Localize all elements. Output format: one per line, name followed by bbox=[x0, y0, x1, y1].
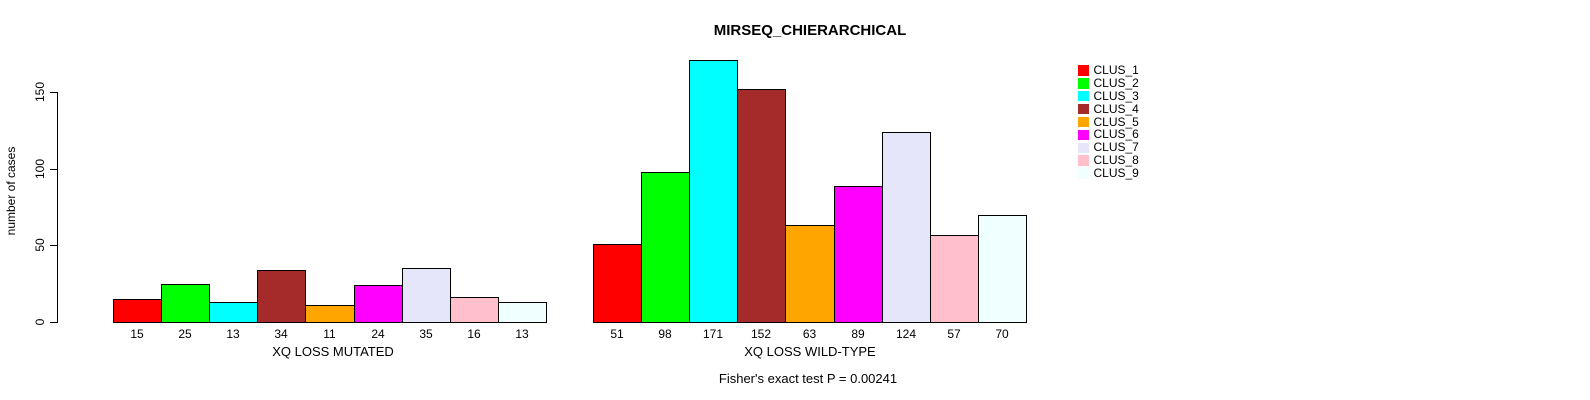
bar-clus_3-group0 bbox=[209, 302, 258, 323]
y-axis-tick bbox=[50, 169, 57, 170]
bar-value-label: 152 bbox=[750, 327, 772, 341]
bar-value-label: 35 bbox=[419, 327, 433, 341]
y-axis-tick bbox=[50, 322, 57, 323]
bar-clus_2-group0 bbox=[161, 284, 210, 323]
legend-label: CLUS_1 bbox=[1093, 63, 1139, 77]
legend-swatch bbox=[1078, 103, 1089, 115]
legend-swatch bbox=[1078, 168, 1089, 179]
y-axis-tick bbox=[50, 245, 57, 246]
bar-value-label: 51 bbox=[610, 327, 624, 341]
bar-clus_5-group1 bbox=[785, 225, 835, 323]
bar-value-label: 89 bbox=[851, 327, 865, 341]
bar-value-label: 98 bbox=[658, 327, 672, 341]
legend-label: CLUS_4 bbox=[1093, 101, 1139, 116]
legend-item-clus_3: CLUS_3 bbox=[1078, 88, 1139, 103]
bar-clus_3-group1 bbox=[689, 60, 738, 323]
bar-clus_4-group0 bbox=[257, 270, 306, 323]
legend-swatch bbox=[1078, 90, 1089, 102]
bar-value-label: 25 bbox=[178, 327, 192, 341]
legend-swatch bbox=[1078, 129, 1089, 141]
legend-label: CLUS_7 bbox=[1093, 140, 1139, 155]
fisher-test-note: Fisher's exact test P = 0.00241 bbox=[718, 371, 898, 386]
x-axis-label-mutated: XQ LOSS MUTATED bbox=[272, 344, 394, 359]
bar-clus_9-group0 bbox=[498, 302, 547, 323]
legend-item-clus_9: CLUS_9 bbox=[1078, 167, 1139, 180]
legend-label: CLUS_5 bbox=[1093, 114, 1139, 129]
bar-value-label: 24 bbox=[371, 327, 385, 341]
legend-swatch bbox=[1078, 116, 1089, 128]
bar-value-label: 11 bbox=[323, 327, 336, 341]
bar-clus_2-group1 bbox=[641, 172, 690, 323]
bar-value-label: 57 bbox=[947, 327, 961, 341]
bar-clus_8-group0 bbox=[450, 297, 499, 323]
y-axis-tick-label: 150 bbox=[33, 81, 47, 103]
legend-item-clus_4: CLUS_4 bbox=[1078, 101, 1139, 116]
legend-swatch bbox=[1078, 155, 1089, 166]
legend: CLUS_1 CLUS_2 CLUS_3 CLUS_4 CLUS_5 CLUS_6 CLUS… bbox=[1078, 64, 1139, 180]
bar-clus_1-group0 bbox=[113, 299, 162, 323]
bar-clus_9-group1 bbox=[978, 215, 1027, 323]
bar-value-label: 70 bbox=[995, 327, 1009, 341]
legend-label: CLUS_8 bbox=[1093, 153, 1139, 168]
y-axis-tick-label: 50 bbox=[33, 238, 47, 252]
legend-swatch bbox=[1078, 78, 1089, 89]
bar-clus_1-group1 bbox=[593, 244, 642, 323]
bar-clus_6-group0 bbox=[354, 285, 403, 323]
y-axis-tick-label: 100 bbox=[33, 158, 47, 180]
bar-clus_5-group0 bbox=[305, 305, 355, 323]
legend-item-clus_1: CLUS_1 bbox=[1078, 64, 1139, 77]
bar-value-label: 15 bbox=[130, 327, 144, 341]
y-axis-tick bbox=[50, 92, 57, 93]
legend-label: CLUS_9 bbox=[1093, 166, 1139, 181]
bar-value-label: 124 bbox=[895, 327, 917, 341]
bar-clus_7-group0 bbox=[402, 268, 451, 323]
y-axis-tick-label: 0 bbox=[33, 318, 47, 326]
bar-value-label: 171 bbox=[702, 327, 724, 341]
legend-label: CLUS_6 bbox=[1093, 127, 1139, 142]
legend-swatch bbox=[1078, 142, 1089, 154]
y-axis-line bbox=[57, 92, 58, 323]
legend-item-clus_5: CLUS_5 bbox=[1078, 114, 1139, 129]
legend-label: CLUS_2 bbox=[1093, 75, 1139, 90]
legend-item-clus_8: CLUS_8 bbox=[1078, 154, 1139, 167]
bar-value-label: 13 bbox=[226, 327, 240, 341]
bar-value-label: 34 bbox=[274, 327, 288, 341]
bar-clus_6-group1 bbox=[834, 186, 883, 323]
legend-label: CLUS_3 bbox=[1093, 88, 1139, 103]
chart-title: MIRSEQ_CHIERARCHICAL bbox=[713, 22, 907, 39]
y-axis-label: number of cases bbox=[4, 146, 18, 236]
legend-item-clus_6: CLUS_6 bbox=[1078, 128, 1139, 141]
bar-value-label: 13 bbox=[515, 327, 529, 341]
legend-item-clus_2: CLUS_2 bbox=[1078, 75, 1139, 90]
legend-item-clus_7: CLUS_7 bbox=[1078, 141, 1139, 154]
x-axis-label-wildtype: XQ LOSS WILD-TYPE bbox=[744, 344, 876, 359]
bar-clus_7-group1 bbox=[882, 132, 931, 323]
bar-clus_4-group1 bbox=[737, 89, 786, 323]
bar-value-label: 16 bbox=[467, 327, 481, 341]
legend-swatch bbox=[1078, 65, 1089, 76]
bar-clus_8-group1 bbox=[930, 235, 979, 323]
bar-value-label: 63 bbox=[802, 327, 817, 341]
